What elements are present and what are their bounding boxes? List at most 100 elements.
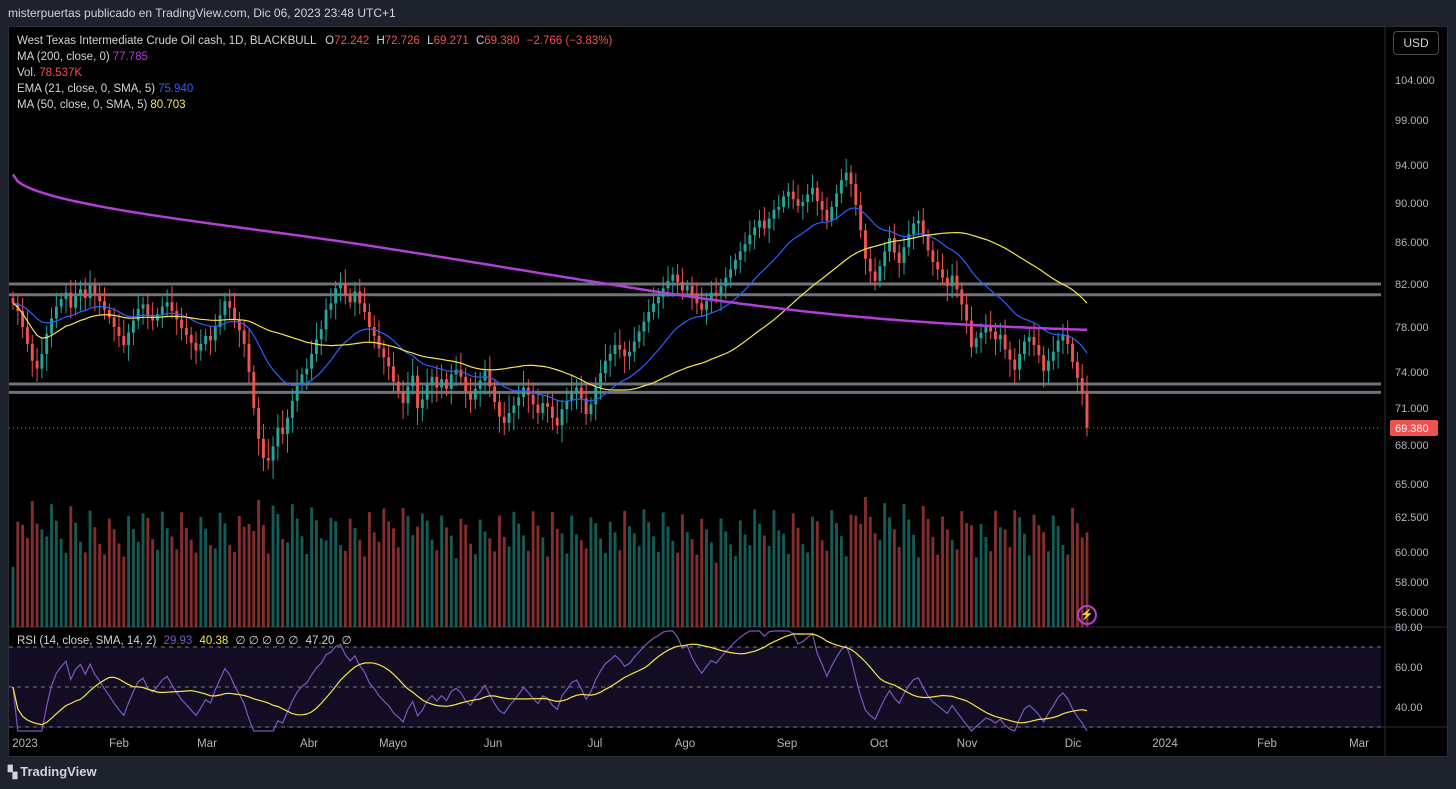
- volume-bar: [1018, 517, 1022, 627]
- volume-bar: [233, 551, 236, 627]
- ma200-line: [11, 173, 1088, 332]
- candle-body: [786, 191, 790, 197]
- tradingview-logo-icon: ▚: [8, 764, 17, 779]
- candle-body: [883, 251, 887, 267]
- volume-bar: [955, 549, 959, 627]
- ma200-value: 77.785: [112, 51, 148, 63]
- volume-bar: [199, 516, 203, 627]
- candle-body: [531, 394, 535, 405]
- candle-body: [131, 320, 135, 333]
- volume-bar: [103, 554, 106, 627]
- volume-bar: [40, 529, 44, 627]
- candle-body: [936, 261, 940, 270]
- ma50-row[interactable]: MA (50, close, 0, SMA, 5) 80.703: [17, 97, 612, 113]
- candle-body: [1075, 361, 1079, 378]
- candle-body: [575, 387, 578, 392]
- rsi-null-values: ∅ ∅ ∅ ∅ ∅: [235, 635, 299, 647]
- candle-body: [497, 402, 501, 417]
- volume-bar: [180, 512, 184, 627]
- volume-bar: [714, 562, 718, 627]
- candle-body: [180, 319, 184, 329]
- ema21-row[interactable]: EMA (21, close, 0, SMA, 5) 75.940: [17, 81, 612, 97]
- ohlc-close-label: C: [475, 35, 485, 47]
- candle-body: [844, 172, 848, 181]
- price-chart[interactable]: 104.000 99.000 94.000 90.000 86.000 82.000 78.…: [9, 27, 1447, 756]
- candle-body: [112, 317, 116, 327]
- candle-body: [464, 376, 468, 392]
- volume-bar: [864, 497, 867, 627]
- candle-body: [281, 427, 285, 434]
- candle-body: [998, 334, 1002, 340]
- volume-bar: [425, 520, 429, 627]
- volume-bar: [522, 535, 525, 627]
- price-tick-label: 56.000: [1395, 607, 1429, 619]
- candle-body: [671, 274, 675, 281]
- volume-bar: [888, 517, 891, 627]
- candle-body: [30, 343, 34, 361]
- price-tick-label: 78.000: [1395, 322, 1429, 334]
- volume-bar: [589, 517, 593, 627]
- volume-bar: [1032, 514, 1036, 627]
- volume-bar: [844, 556, 848, 627]
- candle-body: [146, 304, 150, 317]
- volume-bar: [1008, 547, 1012, 627]
- volume-bar: [628, 526, 631, 627]
- chart-frame[interactable]: West Texas Intermediate Crude Oil cash, …: [8, 26, 1448, 757]
- volume-bar: [868, 516, 872, 627]
- volume-bar: [536, 525, 540, 627]
- rsi-tick-label: 60.00: [1395, 662, 1423, 674]
- volume-bar: [160, 511, 164, 627]
- symbol-title[interactable]: West Texas Intermediate Crude Oil cash, …: [17, 35, 316, 47]
- volume-bar: [724, 531, 728, 627]
- volume-bar: [497, 515, 501, 627]
- candle-body: [811, 187, 814, 195]
- volume-bar: [1027, 555, 1031, 627]
- volume-bar: [392, 528, 395, 627]
- time-tick-label: 2024: [1152, 738, 1178, 750]
- candle-body: [295, 385, 299, 401]
- volume-bar: [517, 523, 521, 627]
- symbol-row: West Texas Intermediate Crude Oil cash, …: [17, 33, 612, 49]
- currency-button[interactable]: USD: [1393, 31, 1439, 55]
- volume-bar: [310, 507, 314, 627]
- time-tick-label: Feb: [109, 738, 129, 750]
- lightning-icon[interactable]: ⚡: [1077, 605, 1097, 625]
- time-tick-label: Dic: [1065, 738, 1082, 750]
- candle-body: [40, 354, 44, 369]
- candle-body: [1061, 334, 1065, 341]
- candle-body: [753, 227, 757, 236]
- candle-body: [945, 277, 949, 287]
- volume-bar: [637, 546, 641, 627]
- candle-body: [632, 341, 636, 352]
- time-tick-label: Sep: [777, 738, 797, 750]
- volume-bar: [266, 553, 270, 627]
- volume-bar: [74, 522, 78, 627]
- candle-body: [103, 301, 106, 310]
- volume-bar: [464, 524, 468, 627]
- candle-body: [931, 250, 935, 262]
- volume-bar: [136, 541, 140, 627]
- publisher-line: misterpuertas publicado en TradingView.c…: [8, 6, 396, 20]
- time-tick-label: Ago: [675, 738, 695, 750]
- candle-body: [411, 375, 415, 387]
- volume-bar: [758, 523, 761, 627]
- volume-label: Vol.: [17, 67, 37, 79]
- candle-body: [310, 354, 314, 369]
- volume-row[interactable]: Vol. 78.537K: [17, 65, 612, 81]
- volume-bar: [300, 536, 304, 627]
- ohlc-low: 69.271: [433, 35, 469, 47]
- volume-bar: [11, 567, 15, 627]
- volume-bar: [945, 529, 949, 627]
- candle-body: [98, 294, 102, 302]
- volume-bar: [772, 510, 776, 627]
- candle-body: [435, 376, 439, 388]
- volume-bar: [902, 504, 906, 627]
- ohlc-high: 72.726: [384, 35, 420, 47]
- rsi-legend[interactable]: RSI (14, close, SMA, 14, 2) 29.93 40.38 …: [17, 633, 352, 647]
- volume-bar: [93, 527, 97, 627]
- volume-bar: [16, 521, 20, 627]
- volume-bar: [839, 536, 843, 627]
- chart-legend: West Texas Intermediate Crude Oil cash, …: [17, 33, 612, 113]
- ma200-row[interactable]: MA (200, close, 0) 77.785: [17, 49, 612, 65]
- ohlc-high-label: H: [376, 35, 385, 47]
